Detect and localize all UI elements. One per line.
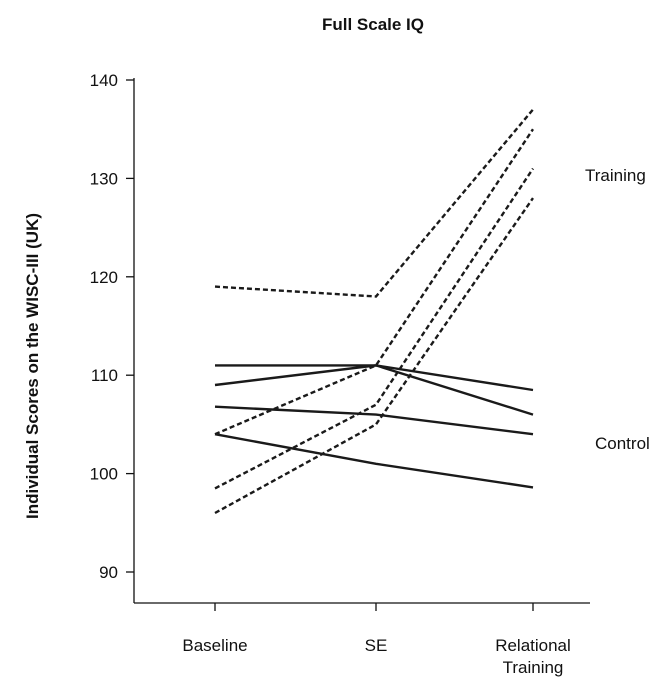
group-label-training: Training (585, 166, 646, 185)
y-tick-label: 90 (99, 563, 118, 582)
chart-title: Full Scale IQ (322, 15, 424, 34)
series-line-control-5 (215, 364, 534, 392)
y-tick-label: 110 (91, 366, 118, 385)
y-tick-label: 140 (90, 71, 118, 90)
x-tick-label: Baseline (182, 636, 247, 655)
x-ticks: Baseline SE Relational Training (182, 603, 571, 677)
y-ticks: 90 100 110 120 130 140 (90, 71, 134, 582)
y-tick-label: 100 (90, 465, 118, 484)
series-line-control-7 (214, 405, 534, 436)
series-line-control-6 (214, 364, 534, 416)
x-tick-label: Relational Training (495, 636, 571, 677)
series-line-training-3 (214, 167, 534, 490)
series-line-control-8 (214, 433, 534, 489)
series-line-training-4 (214, 197, 534, 515)
y-tick-label: 120 (90, 268, 118, 287)
series-line-training-2 (214, 128, 534, 436)
series-line-training-1 (214, 108, 534, 298)
y-axis-label: Individual Scores on the WISC-III (UK) (23, 213, 42, 519)
y-tick-label: 130 (90, 169, 118, 188)
series-lines (214, 108, 534, 515)
x-tick-label: SE (365, 636, 388, 655)
group-label-control: Control (595, 434, 650, 453)
